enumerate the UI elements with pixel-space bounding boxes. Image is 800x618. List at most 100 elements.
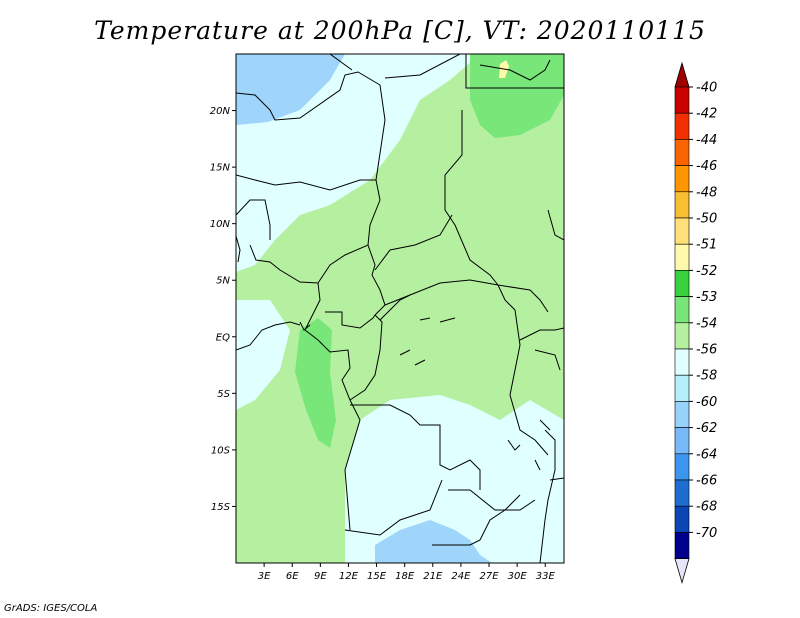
colorbar-swatch (674, 243, 690, 271)
border-path (534, 349, 561, 371)
lon-tick-label: 12E (339, 571, 359, 582)
border-path (236, 174, 381, 246)
border-path (519, 327, 564, 341)
temperature-field (236, 54, 564, 563)
lat-tick-label: 10N (210, 219, 231, 230)
field-minus-56-south (375, 520, 492, 563)
colorbar-label: -51 (696, 238, 717, 253)
colorbar-label: -53 (696, 290, 717, 305)
colorbar-label: -52 (696, 264, 717, 279)
lon-tick-label: 27E (480, 571, 500, 582)
colorbar-swatch (674, 139, 690, 166)
colorbar-swatch (674, 191, 690, 219)
colorbar-bottom-arrow (674, 558, 690, 585)
colorbar-top-arrow (674, 61, 690, 88)
lon-tick-label: 21E (423, 571, 443, 582)
colorbar-label: -54 (696, 316, 717, 331)
border-path (344, 479, 443, 536)
lon-tick-label: 3E (258, 571, 271, 582)
colorbar-label: -50 (696, 212, 717, 227)
lon-tick-label: 6E (286, 571, 299, 582)
colorbar-label: -46 (696, 159, 717, 174)
colorbar-swatch (674, 165, 690, 193)
lat-tick-label: 15S (211, 502, 231, 513)
colorbar-label: -68 (696, 500, 717, 515)
border-path (299, 321, 311, 331)
lon-tick-label: 30E (508, 571, 528, 582)
border-path (384, 54, 461, 79)
colorbar-swatch (674, 401, 690, 428)
field-minus-52-coast (295, 318, 336, 448)
colorbar-swatch (674, 427, 690, 455)
border-path (497, 284, 549, 456)
map-axes: 3E 6E 9E 12E 15E 18E 21E 24E 27E 30E 33E 20N 15N 10N 5… (210, 106, 556, 582)
colorbar-swatch (674, 112, 690, 140)
colorbar-swatch (674, 86, 690, 114)
colorbar-label: -64 (696, 447, 717, 462)
lon-tick-label: 18E (395, 571, 415, 582)
border-path (349, 314, 383, 401)
colorbar-label: -42 (696, 107, 717, 122)
colorbar-swatch (674, 453, 690, 481)
field-minus-54-south (345, 395, 564, 563)
colorbar-label: -70 (696, 526, 717, 541)
colorbar-swatch (674, 532, 690, 559)
lat-tick-label: 5S (217, 389, 230, 400)
software-credit: GrADS: IGES/COLA (4, 603, 98, 614)
lon-tick-label: 24E (451, 571, 471, 582)
colorbar-swatch (674, 270, 690, 297)
lon-tick-label: 33E (536, 571, 556, 582)
field-minus-56-northwest (236, 54, 345, 125)
colorbar-label: -48 (696, 185, 717, 200)
border-path (236, 321, 301, 351)
colorbar-label: -66 (696, 474, 717, 489)
colorbar-swatch (674, 479, 690, 507)
border-path (379, 294, 411, 321)
border-path (304, 282, 321, 341)
map-frame (235, 53, 565, 564)
colorbar-label: -40 (696, 81, 717, 96)
colorbar-swatch (674, 374, 690, 402)
border-path (350, 404, 481, 490)
lat-tick-label: 20N (210, 106, 231, 117)
colorbar-label: -60 (696, 395, 717, 410)
colorbar-swatch (674, 296, 690, 324)
lon-tick-label: 15E (367, 571, 387, 582)
colorbar: -40 -42 -44 -46 -48 -50 -51 -52 -53 -54 -56 -58 -60 -… (674, 61, 717, 585)
colorbar-swatch (674, 348, 690, 376)
lat-tick-label: 10S (211, 445, 231, 456)
border-path (479, 59, 551, 81)
chart-title: Temperature at 200hPa [C], VT: 202011011… (94, 16, 706, 45)
border-path (374, 214, 453, 271)
border-path (539, 429, 556, 563)
border-path (249, 244, 386, 316)
field-minus-52-northeast (470, 54, 564, 138)
border-path (465, 54, 564, 89)
country-borders (236, 54, 564, 563)
border-path (236, 71, 386, 181)
field-minus-54-gulf (236, 300, 290, 410)
colorbar-label: -44 (696, 133, 717, 148)
colorbar-label: -62 (696, 421, 717, 436)
border-path (549, 477, 564, 481)
colorbar-swatch (674, 322, 690, 350)
lat-tick-label: 15N (210, 163, 231, 174)
lon-tick-label: 9E (314, 571, 327, 582)
border-path (399, 317, 456, 366)
border-path (236, 199, 271, 240)
border-path (329, 54, 353, 71)
border-path (432, 494, 521, 546)
colorbar-label: -58 (696, 369, 717, 384)
colorbar-swatch (674, 217, 690, 245)
colorbar-label: -56 (696, 343, 717, 358)
border-path (317, 339, 361, 531)
border-path (448, 489, 536, 511)
colorbar-swatch (674, 505, 690, 533)
border-path (507, 419, 551, 471)
border-path (547, 209, 564, 241)
lat-tick-label: 5N (216, 276, 230, 287)
border-path (325, 311, 376, 329)
lat-tick-label: EQ (216, 332, 230, 343)
border-path (236, 235, 241, 263)
